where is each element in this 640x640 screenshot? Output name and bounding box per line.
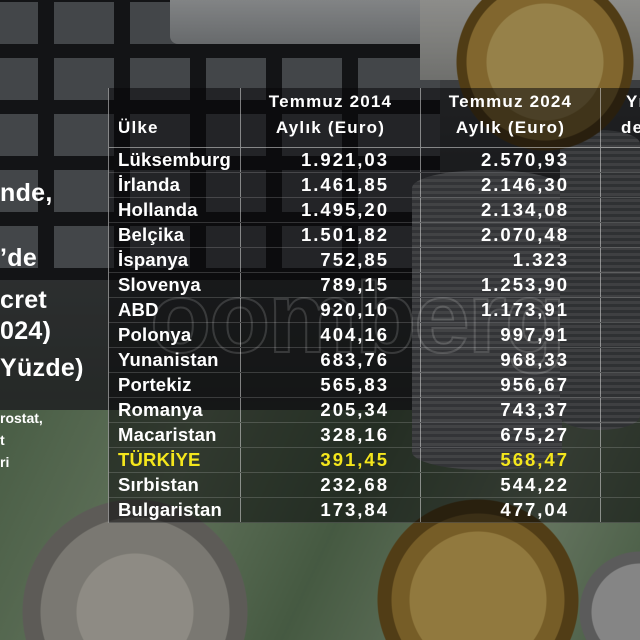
cut-off-cell: [601, 198, 640, 222]
value-2024-cell: 568,47: [421, 448, 601, 472]
value-2024-cell: 968,33: [421, 348, 601, 372]
table-row: Slovenya 789,15 1.253,90: [109, 273, 640, 298]
cut-off-cell: [601, 248, 640, 272]
value-2014-cell: 1.501,82: [241, 223, 421, 247]
headline-fragment: Yüzde): [0, 354, 84, 382]
table-row: Macaristan 328,16 675,27: [109, 423, 640, 448]
value-2014-cell: 565,83: [241, 373, 421, 397]
header-line: Yı: [626, 92, 640, 111]
headline-fragment: 024): [0, 317, 52, 345]
value-2024-cell: 956,67: [421, 373, 601, 397]
headline-fragment: nde,: [0, 179, 53, 207]
cut-off-cell: [601, 298, 640, 322]
table-body: Lüksemburg 1.921,03 2.570,93 İrlanda 1.461,8…: [109, 148, 640, 523]
cut-off-cell: [601, 348, 640, 372]
value-2024-cell: 2.570,93: [421, 148, 601, 172]
header-july-2024: Temmuz 2024 Aylık (Euro): [421, 88, 601, 147]
value-2024-cell: 675,27: [421, 423, 601, 447]
country-cell: Yunanistan: [109, 348, 241, 372]
header-line: Aylık (Euro): [275, 118, 386, 137]
minimum-wage-table: Ülke Temmuz 2014 Aylık (Euro) Temmuz 202…: [108, 88, 640, 523]
cut-off-cell: [601, 373, 640, 397]
table-row: Romanya 205,34 743,37: [109, 398, 640, 423]
value-2024-cell: 477,04: [421, 498, 601, 522]
country-cell: Romanya: [109, 398, 241, 422]
table-row: Hollanda 1.495,20 2.134,08: [109, 198, 640, 223]
country-cell: Bulgaristan: [109, 498, 241, 522]
value-2014-cell: 683,76: [241, 348, 421, 372]
table-row-highlighted: TÜRKİYE 391,45 568,47: [109, 448, 640, 473]
value-2014-cell: 752,85: [241, 248, 421, 272]
table-row: İrlanda 1.461,85 2.146,30: [109, 173, 640, 198]
cut-off-cell: [601, 173, 640, 197]
value-2014-cell: 404,16: [241, 323, 421, 347]
value-2024-cell: 544,22: [421, 473, 601, 497]
value-2024-cell: 997,91: [421, 323, 601, 347]
headline-fragment: cret: [0, 286, 48, 314]
value-2024-cell: 743,37: [421, 398, 601, 422]
value-2014-cell: 391,45: [241, 448, 421, 472]
header-line: de: [621, 118, 640, 137]
header-july-2014: Temmuz 2014 Aylık (Euro): [241, 88, 421, 147]
source-fragment: ri: [0, 454, 10, 470]
value-2024-cell: 1.173,91: [421, 298, 601, 322]
table-header: Ülke Temmuz 2014 Aylık (Euro) Temmuz 202…: [109, 88, 640, 148]
table-row: İspanya 752,85 1.323: [109, 248, 640, 273]
value-2014-cell: 920,10: [241, 298, 421, 322]
value-2014-cell: 173,84: [241, 498, 421, 522]
cut-off-cell: [601, 148, 640, 172]
value-2024-cell: 2.070,48: [421, 223, 601, 247]
table-row: ABD 920,10 1.173,91: [109, 298, 640, 323]
source-fragment: t: [0, 432, 5, 448]
value-2014-cell: 328,16: [241, 423, 421, 447]
value-2024-cell: 2.134,08: [421, 198, 601, 222]
header-line: Temmuz 2014: [268, 92, 393, 111]
value-2014-cell: 1.461,85: [241, 173, 421, 197]
cut-off-cell: [601, 323, 640, 347]
table-row: Polonya 404,16 997,91: [109, 323, 640, 348]
header-line: Temmuz 2024: [448, 92, 573, 111]
country-cell: Sırbistan: [109, 473, 241, 497]
value-2014-cell: 232,68: [241, 473, 421, 497]
table-row: Yunanistan 683,76 968,33: [109, 348, 640, 373]
country-cell: Hollanda: [109, 198, 241, 222]
cut-off-cell: [601, 473, 640, 497]
cut-off-cell: [601, 223, 640, 247]
country-cell: İspanya: [109, 248, 241, 272]
value-2024-cell: 1.323: [421, 248, 601, 272]
country-cell: ABD: [109, 298, 241, 322]
cut-off-cell: [601, 273, 640, 297]
country-cell: Lüksemburg: [109, 148, 241, 172]
table-row: Sırbistan 232,68 544,22: [109, 473, 640, 498]
value-2014-cell: 789,15: [241, 273, 421, 297]
table-row: Bulgaristan 173,84 477,04: [109, 498, 640, 523]
source-fragment: rostat,: [0, 410, 43, 426]
country-cell: Belçika: [109, 223, 241, 247]
value-2024-cell: 1.253,90: [421, 273, 601, 297]
value-2014-cell: 1.921,03: [241, 148, 421, 172]
country-cell: Slovenya: [109, 273, 241, 297]
value-2014-cell: 205,34: [241, 398, 421, 422]
table-row: Belçika 1.501,82 2.070,48: [109, 223, 640, 248]
country-cell: Polonya: [109, 323, 241, 347]
country-cell: İrlanda: [109, 173, 241, 197]
country-cell: Portekiz: [109, 373, 241, 397]
cut-off-cell: [601, 423, 640, 447]
table-row: Lüksemburg 1.921,03 2.570,93: [109, 148, 640, 173]
country-cell: TÜRKİYE: [109, 448, 241, 472]
cut-off-cell: [601, 498, 640, 522]
header-cut-off-column: Yı de: [601, 88, 640, 147]
headline-fragment: ’de: [0, 244, 38, 272]
value-2014-cell: 1.495,20: [241, 198, 421, 222]
country-cell: Macaristan: [109, 423, 241, 447]
table-row: Portekiz 565,83 956,67: [109, 373, 640, 398]
cut-off-cell: [601, 398, 640, 422]
value-2024-cell: 2.146,30: [421, 173, 601, 197]
header-line: Aylık (Euro): [455, 118, 566, 137]
cut-off-cell: [601, 448, 640, 472]
header-country: Ülke: [109, 88, 241, 147]
